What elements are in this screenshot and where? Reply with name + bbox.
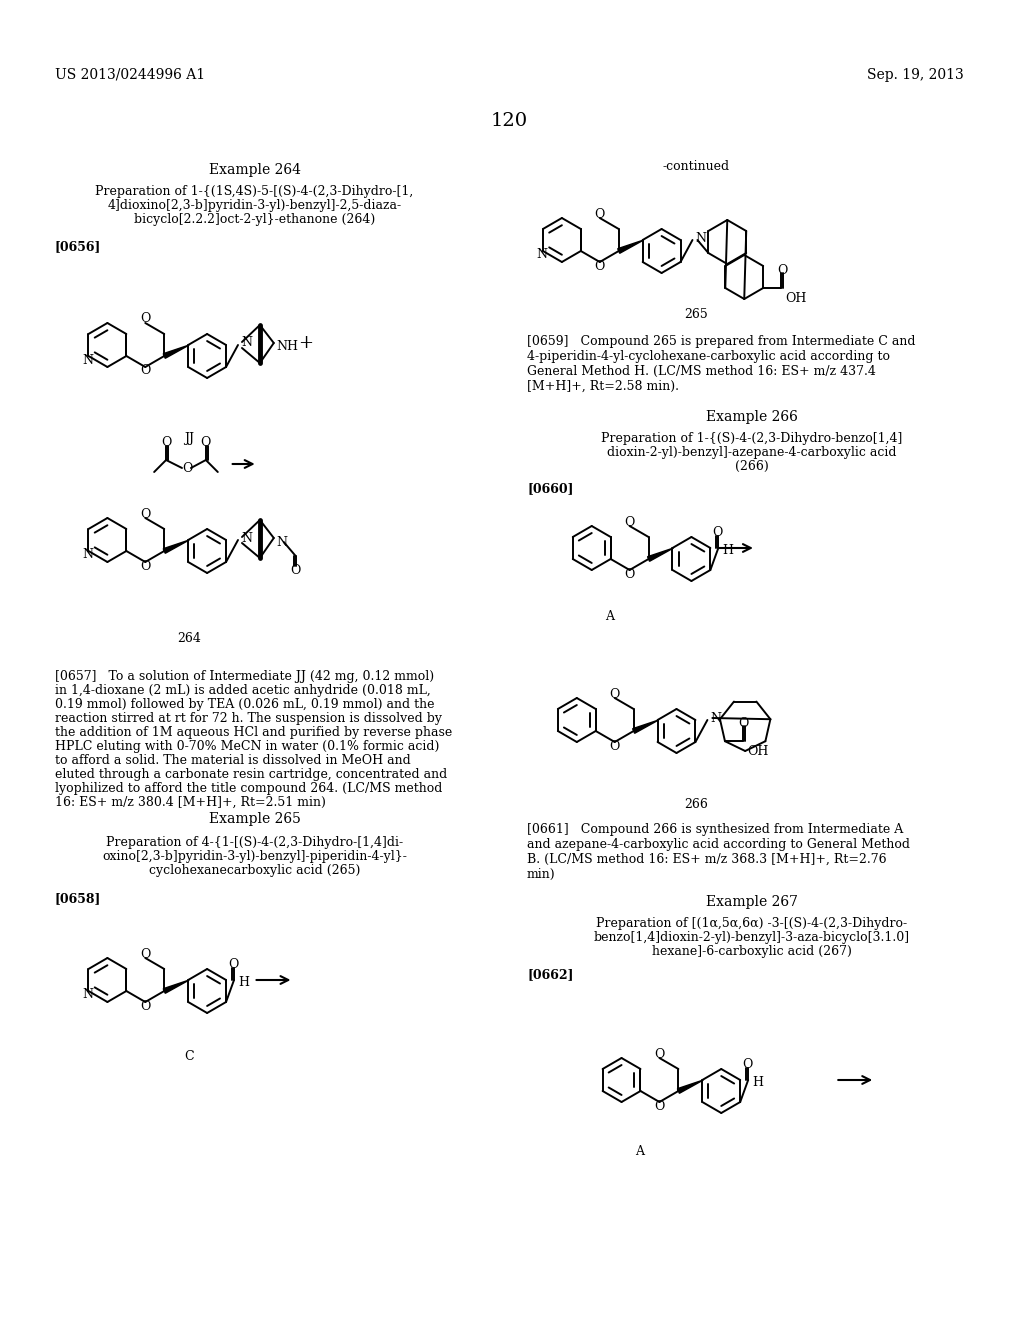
- Text: O: O: [140, 999, 151, 1012]
- Text: 0.19 mmol) followed by TEA (0.026 mL, 0.19 mmol) and the: 0.19 mmol) followed by TEA (0.026 mL, 0.…: [54, 698, 434, 711]
- Text: H: H: [722, 544, 733, 557]
- Text: [0657]   To a solution of Intermediate JJ (42 mg, 0.12 mmol): [0657] To a solution of Intermediate JJ …: [54, 671, 434, 682]
- Text: (266): (266): [735, 459, 769, 473]
- Text: min): min): [527, 869, 556, 880]
- Polygon shape: [678, 1080, 703, 1093]
- Text: US 2013/0244996 A1: US 2013/0244996 A1: [54, 69, 205, 82]
- Text: Example 266: Example 266: [706, 411, 798, 424]
- Text: [0656]: [0656]: [54, 240, 101, 253]
- Text: B. (LC/MS method 16: ES+ m/z 368.3 [M+H]+, Rt=2.76: B. (LC/MS method 16: ES+ m/z 368.3 [M+H]…: [527, 853, 887, 866]
- Text: 265: 265: [684, 308, 708, 321]
- Text: O: O: [609, 688, 620, 701]
- Text: O: O: [140, 948, 151, 961]
- Text: bicyclo[2.2.2]oct-2-yl}-ethanone (264): bicyclo[2.2.2]oct-2-yl}-ethanone (264): [134, 213, 375, 226]
- Text: O: O: [777, 264, 787, 276]
- Text: 266: 266: [684, 799, 708, 810]
- Text: Preparation of 4-{1-[(S)-4-(2,3-Dihydro-[1,4]di-: Preparation of 4-{1-[(S)-4-(2,3-Dihydro-…: [106, 836, 403, 849]
- Text: lyophilized to afford the title compound 264. (LC/MS method: lyophilized to afford the title compound…: [54, 781, 442, 795]
- Text: JJ: JJ: [184, 432, 194, 445]
- Text: [0658]: [0658]: [54, 892, 101, 906]
- Text: OH: OH: [746, 744, 768, 758]
- Text: A: A: [605, 610, 614, 623]
- Text: O: O: [654, 1048, 665, 1060]
- Text: OH: OH: [785, 292, 807, 305]
- Text: 264: 264: [177, 632, 201, 645]
- Text: O: O: [227, 958, 239, 972]
- Text: O: O: [291, 564, 301, 577]
- Text: 120: 120: [490, 112, 527, 129]
- Text: 4-piperidin-4-yl-cyclohexane-carboxylic acid according to: 4-piperidin-4-yl-cyclohexane-carboxylic …: [527, 350, 890, 363]
- Text: [0661]   Compound 266 is synthesized from Intermediate A: [0661] Compound 266 is synthesized from …: [527, 822, 903, 836]
- Text: N: N: [241, 532, 252, 544]
- Text: O: O: [182, 462, 193, 474]
- Text: O: O: [712, 527, 723, 540]
- Text: cyclohexanecarboxylic acid (265): cyclohexanecarboxylic acid (265): [148, 865, 360, 876]
- Text: N: N: [241, 337, 252, 350]
- Polygon shape: [617, 240, 644, 253]
- Text: O: O: [625, 516, 635, 528]
- Text: hexane]-6-carboxylic acid (267): hexane]-6-carboxylic acid (267): [652, 945, 852, 958]
- Polygon shape: [163, 345, 189, 358]
- Polygon shape: [647, 548, 674, 561]
- Text: reaction stirred at rt for 72 h. The suspension is dissolved by: reaction stirred at rt for 72 h. The sus…: [54, 711, 441, 725]
- Text: O: O: [140, 507, 151, 520]
- Text: N: N: [82, 549, 93, 561]
- Text: O: O: [595, 207, 605, 220]
- Text: O: O: [738, 717, 749, 730]
- Text: O: O: [742, 1059, 753, 1072]
- Text: HPLC eluting with 0-70% MeCN in water (0.1% formic acid): HPLC eluting with 0-70% MeCN in water (0…: [54, 741, 439, 752]
- Text: in 1,4-dioxane (2 mL) is added acetic anhydride (0.018 mL,: in 1,4-dioxane (2 mL) is added acetic an…: [54, 684, 430, 697]
- Text: General Method H. (LC/MS method 16: ES+ m/z 437.4: General Method H. (LC/MS method 16: ES+ …: [527, 366, 876, 378]
- Text: O: O: [140, 560, 151, 573]
- Text: H: H: [753, 1076, 763, 1089]
- Text: [M+H]+, Rt=2.58 min).: [M+H]+, Rt=2.58 min).: [527, 380, 679, 393]
- Text: +: +: [298, 334, 313, 352]
- Text: Sep. 19, 2013: Sep. 19, 2013: [867, 69, 964, 82]
- Text: O: O: [201, 436, 211, 449]
- Text: [0659]   Compound 265 is prepared from Intermediate C and: [0659] Compound 265 is prepared from Int…: [527, 335, 915, 348]
- Text: -continued: -continued: [663, 160, 730, 173]
- Text: A: A: [635, 1144, 644, 1158]
- Text: O: O: [140, 313, 151, 326]
- Text: O: O: [161, 436, 171, 449]
- Text: O: O: [140, 364, 151, 378]
- Text: to afford a solid. The material is dissolved in MeOH and: to afford a solid. The material is disso…: [54, 754, 411, 767]
- Text: O: O: [595, 260, 605, 272]
- Text: [0660]: [0660]: [527, 482, 573, 495]
- Text: N: N: [82, 989, 93, 1002]
- Text: C: C: [184, 1049, 194, 1063]
- Text: [0662]: [0662]: [527, 968, 573, 981]
- Text: eluted through a carbonate resin cartridge, concentrated and: eluted through a carbonate resin cartrid…: [54, 768, 446, 781]
- Text: 16: ES+ m/z 380.4 [M+H]+, Rt=2.51 min): 16: ES+ m/z 380.4 [M+H]+, Rt=2.51 min): [54, 796, 326, 809]
- Polygon shape: [163, 979, 189, 993]
- Text: O: O: [625, 568, 635, 581]
- Text: Preparation of 1-{(1S,4S)-5-[(S)-4-(2,3-Dihydro-[1,: Preparation of 1-{(1S,4S)-5-[(S)-4-(2,3-…: [95, 185, 414, 198]
- Text: N: N: [276, 536, 288, 549]
- Text: O: O: [609, 739, 620, 752]
- Text: N: N: [82, 354, 93, 367]
- Text: Preparation of [(1α,5α,6α) -3-[(S)-4-(2,3-Dihydro-: Preparation of [(1α,5α,6α) -3-[(S)-4-(2,…: [596, 917, 907, 931]
- Text: the addition of 1M aqueous HCl and purified by reverse phase: the addition of 1M aqueous HCl and purif…: [54, 726, 452, 739]
- Text: Example 267: Example 267: [706, 895, 798, 909]
- Text: benzo[1,4]dioxin-2-yl)-benzyl]-3-aza-bicyclo[3.1.0]: benzo[1,4]dioxin-2-yl)-benzyl]-3-aza-bic…: [594, 931, 910, 944]
- Text: Example 265: Example 265: [209, 812, 300, 826]
- Text: Example 264: Example 264: [209, 162, 301, 177]
- Text: oxino[2,3-b]pyridin-3-yl)-benzyl]-piperidin-4-yl}-: oxino[2,3-b]pyridin-3-yl)-benzyl]-piperi…: [102, 850, 407, 863]
- Text: H: H: [238, 975, 249, 989]
- Text: Preparation of 1-{(S)-4-(2,3-Dihydro-benzo[1,4]: Preparation of 1-{(S)-4-(2,3-Dihydro-ben…: [601, 432, 902, 445]
- Polygon shape: [163, 540, 189, 553]
- Text: 4]dioxino[2,3-b]pyridin-3-yl)-benzyl]-2,5-diaza-: 4]dioxino[2,3-b]pyridin-3-yl)-benzyl]-2,…: [108, 199, 401, 213]
- Text: O: O: [654, 1100, 665, 1113]
- Text: N: N: [711, 711, 721, 725]
- Text: N: N: [537, 248, 548, 261]
- Polygon shape: [633, 719, 658, 734]
- Text: and azepane-4-carboxylic acid according to General Method: and azepane-4-carboxylic acid according …: [527, 838, 910, 851]
- Text: N: N: [695, 231, 707, 244]
- Text: dioxin-2-yl)-benzyl]-azepane-4-carboxylic acid: dioxin-2-yl)-benzyl]-azepane-4-carboxyli…: [607, 446, 897, 459]
- Text: NH: NH: [276, 341, 299, 354]
